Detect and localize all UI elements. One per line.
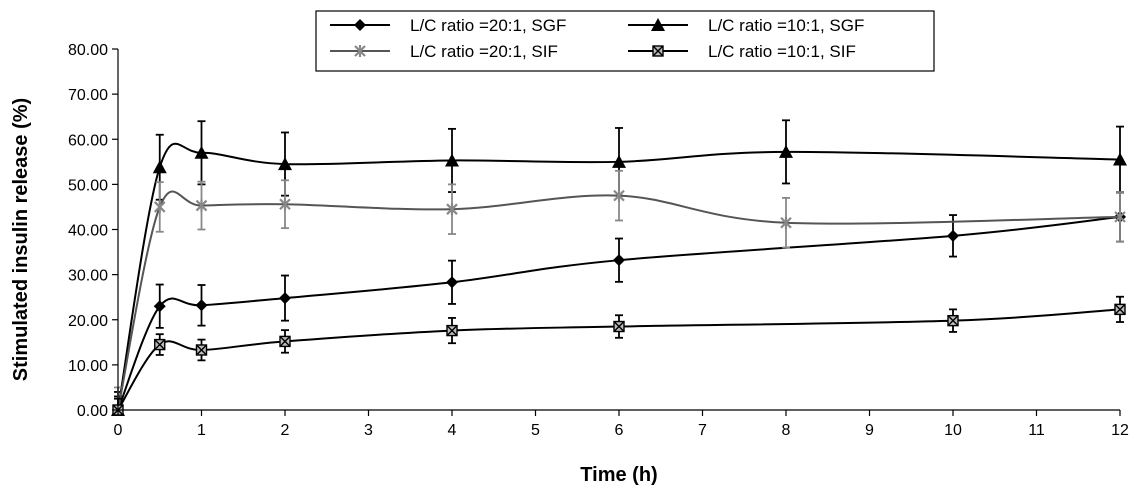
legend-label: L/C ratio =20:1, SIF (410, 42, 558, 61)
data-point (446, 276, 458, 289)
data-point (947, 229, 959, 242)
data-point (947, 314, 959, 327)
series-line (117, 308, 1121, 411)
series-3 (112, 169, 1126, 416)
x-tick-label: 5 (531, 422, 540, 439)
y-tick-label: 20.00 (68, 313, 108, 330)
y-tick-label: 50.00 (68, 177, 108, 194)
data-point (279, 335, 291, 348)
legend-marker (354, 45, 366, 57)
data-point (279, 198, 291, 211)
data-point (195, 199, 208, 212)
x-tick-label: 6 (615, 422, 624, 439)
legend-label: L/C ratio =20:1, SGF (410, 16, 566, 35)
data-point (153, 300, 166, 313)
legend-label: L/C ratio =10:1, SGF (708, 16, 864, 35)
x-tick-label: 11 (1028, 422, 1045, 439)
data-point (779, 144, 793, 158)
y-tick-label: 60.00 (68, 132, 108, 149)
legend-marker (652, 45, 664, 57)
data-point (195, 344, 208, 356)
data-point (446, 324, 458, 337)
axes: 0.00 10.00 20.00 30.00 40.00 50.00 60.00 70.00 8… (68, 42, 1129, 439)
x-tick-label: 9 (865, 422, 874, 439)
data-point (1114, 303, 1126, 316)
data-point (1114, 210, 1126, 223)
x-tick-label: 7 (698, 422, 707, 439)
x-tick-label: 3 (364, 422, 373, 439)
data-point (613, 254, 625, 267)
y-tick-label: 80.00 (68, 42, 108, 59)
x-tick-label: 4 (448, 422, 457, 439)
data-point (1113, 152, 1127, 166)
x-tick-label: 12 (1111, 422, 1129, 439)
data-point (612, 154, 626, 168)
legend-label: L/C ratio =10:1, SIF (708, 42, 856, 61)
legend-item: L/C ratio =10:1, SGF (628, 16, 864, 35)
y-axis-title: Stimulated insulin release (%) (10, 98, 32, 381)
x-tick-label: 0 (114, 422, 123, 439)
data-point (613, 189, 625, 202)
legend-item: L/C ratio =20:1, SIF (330, 42, 558, 61)
data-point (278, 157, 292, 171)
series-4 (112, 295, 1126, 416)
x-tick-label: 10 (944, 422, 962, 439)
y-tick-label: 0.00 (77, 403, 108, 420)
data-point (780, 216, 792, 229)
legend: L/C ratio =20:1, SGF L/C ratio =10:1, SGF… (315, 10, 935, 72)
x-tick-label: 1 (197, 422, 206, 439)
data-point (446, 203, 458, 216)
data-point (445, 153, 459, 167)
y-tick-label: 10.00 (68, 358, 108, 375)
series-line (117, 190, 1121, 411)
x-axis-title: Time (h) (580, 464, 657, 486)
data-point (154, 338, 166, 351)
data-point (152, 160, 167, 174)
data-point (153, 200, 166, 213)
legend-item: L/C ratio =20:1, SGF (330, 16, 566, 35)
legend-marker (651, 18, 665, 31)
x-tick-label: 2 (281, 422, 290, 439)
data-point (279, 292, 291, 305)
y-tick-label: 30.00 (68, 268, 108, 285)
data-point (613, 320, 625, 333)
y-tick-label: 40.00 (68, 223, 108, 240)
legend-box (315, 10, 935, 72)
plot-area (111, 119, 1127, 416)
legend-item: L/C ratio =10:1, SIF (628, 42, 856, 61)
series-1 (112, 191, 1126, 416)
x-tick-label: 8 (782, 422, 791, 439)
y-tick-label: 70.00 (68, 87, 108, 104)
legend-marker (354, 19, 366, 31)
data-point (194, 145, 209, 159)
data-point (195, 299, 208, 312)
